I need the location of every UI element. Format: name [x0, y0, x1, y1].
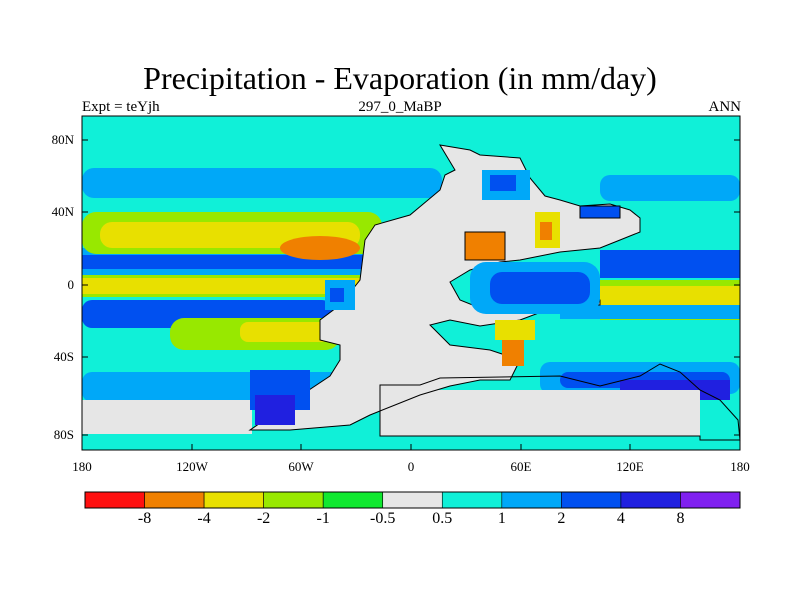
- time-label: 297_0_MaBP: [358, 99, 442, 115]
- colorbar-label: -0.5: [370, 510, 396, 527]
- dry-zone-south-inner: [240, 322, 330, 342]
- colorbar-box: [382, 491, 443, 509]
- colorbar-label: -1: [316, 510, 330, 527]
- southern-land-coast: [379, 363, 741, 441]
- colorbar-label: 2: [557, 510, 566, 527]
- season-label: ANN: [708, 99, 742, 115]
- lat-label-80n: 80N: [51, 132, 74, 147]
- lon-label-120e: 120E: [616, 459, 644, 474]
- east-dry-zone-inner: [600, 286, 740, 306]
- eastern-margin-core: [540, 222, 552, 240]
- southern-wet-strip-core: [255, 395, 295, 425]
- experiment-label: Expt = teYjh: [82, 99, 160, 115]
- equatorial-dry-inner: [82, 278, 382, 294]
- lat-label-40s: 40S: [53, 349, 74, 364]
- lon-label-180-west: 180: [72, 459, 92, 474]
- lon-label-60e: 60E: [510, 459, 532, 474]
- colorbar-label: -4: [197, 510, 211, 527]
- itcz-band-east: [600, 250, 740, 278]
- dry-zone-north-core: [280, 236, 360, 260]
- colorbar-label: -2: [256, 510, 271, 527]
- north-coast-dry: [579, 205, 621, 219]
- lon-label-0: 0: [407, 459, 415, 474]
- colorbar-box: [441, 491, 503, 509]
- colorbar-box: [203, 491, 264, 509]
- polar-land-south: [82, 400, 252, 434]
- colorbar-label: 0.5: [432, 510, 453, 527]
- east-blue-band: [560, 305, 740, 319]
- colorbar-box: [680, 491, 741, 509]
- colorbar-label: 1: [497, 510, 506, 527]
- polar-land-south-east: [380, 390, 700, 436]
- tethys-dry-outer: [464, 231, 506, 261]
- colorbar-box: [84, 491, 145, 509]
- lon-ticks: [81, 444, 741, 450]
- colorbar-label: -8: [137, 510, 152, 527]
- colorbar-box: [322, 491, 384, 509]
- colorbar: [84, 491, 741, 509]
- chart-title: Precipitation - Evaporation (in mm/day): [143, 60, 657, 96]
- lat-label-40n: 40N: [51, 204, 74, 219]
- colorbar-box: [561, 491, 622, 509]
- lon-label-60w: 60W: [288, 459, 314, 474]
- colorbar-label: 8: [676, 510, 685, 527]
- colorbar-box: [144, 491, 205, 509]
- gulf-dry: [502, 338, 524, 366]
- colorbar-box: [263, 491, 324, 509]
- lon-label-120w: 120W: [176, 459, 208, 474]
- northern-sea-core: [490, 175, 516, 191]
- lat-label-0: 0: [67, 277, 75, 292]
- gulf-dry-outer: [495, 320, 535, 340]
- tethys-bay-core: [490, 272, 590, 304]
- colorbar-frame: [84, 491, 741, 509]
- map-panel: [81, 115, 741, 451]
- colorbar-label: 4: [616, 510, 625, 527]
- northern-storm-track-east: [600, 175, 740, 201]
- colorbar-box: [501, 491, 562, 509]
- northern-storm-track: [82, 168, 442, 198]
- colorbar-box: [620, 491, 681, 509]
- lat-label-80s: 80S: [53, 427, 74, 442]
- lat-ticks: [82, 139, 740, 436]
- lon-label-180-east: 180: [730, 459, 750, 474]
- coastal-wet-west-core: [330, 288, 344, 302]
